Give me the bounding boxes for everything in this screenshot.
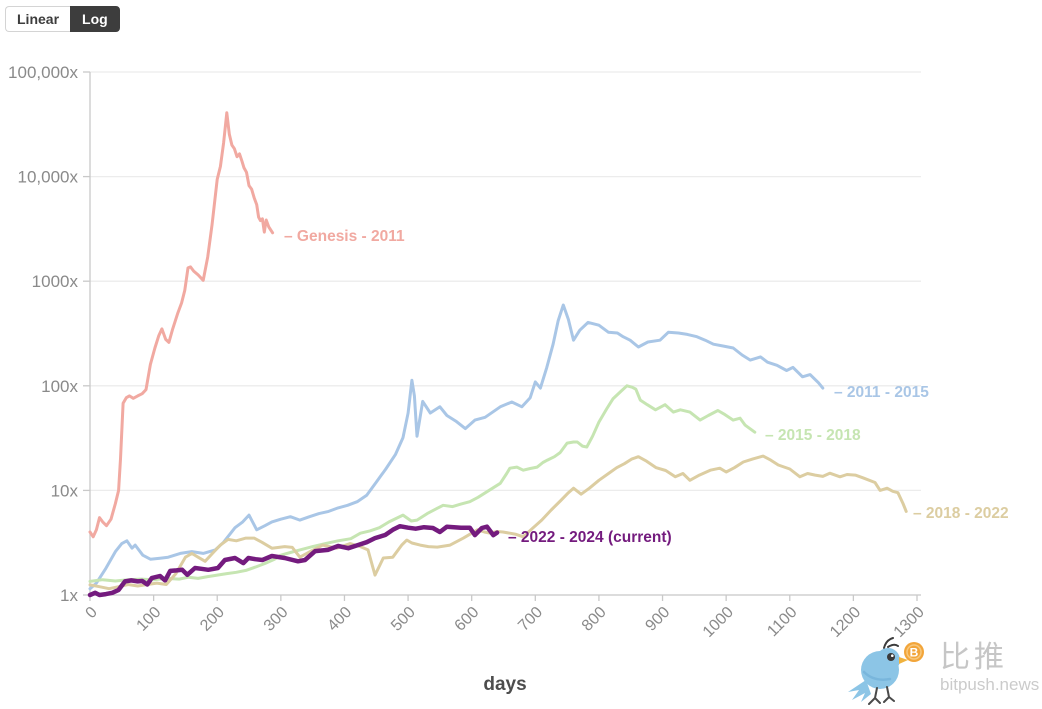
x-tick-label: 500 bbox=[388, 604, 419, 635]
y-tick-label: 100,000x bbox=[8, 63, 78, 82]
x-tick-label: 0 bbox=[83, 604, 101, 622]
chart-line-2015-2018 bbox=[88, 384, 757, 583]
bitpush-bird-icon: B bbox=[848, 637, 924, 705]
x-axis-title: days bbox=[483, 674, 527, 695]
series-label-2022-2024-current-: – 2022 - 2024 (current) bbox=[508, 529, 672, 546]
x-tick-label: 600 bbox=[452, 604, 483, 635]
series-label-2018-2022: – 2018 - 2022 bbox=[913, 505, 1009, 522]
series-label-genesis-2011: – Genesis - 2011 bbox=[284, 228, 405, 245]
y-tick-label: 10,000x bbox=[18, 168, 79, 187]
y-tick-label: 1000x bbox=[32, 272, 79, 291]
series-label-2015-2018: – 2015 - 2018 bbox=[765, 427, 861, 444]
bitpush-watermark: B 比推 bitpush.news bbox=[846, 636, 1042, 706]
x-tick-label: 200 bbox=[197, 604, 228, 635]
chart-line-genesis-2011 bbox=[88, 111, 275, 539]
svg-text:B: B bbox=[910, 646, 919, 660]
chart-line-2018-2022 bbox=[88, 454, 908, 591]
linear-button[interactable]: Linear bbox=[5, 6, 71, 32]
x-tick-label: 300 bbox=[261, 604, 292, 635]
x-tick-label: 1000 bbox=[700, 604, 737, 641]
x-tick-label: 100 bbox=[134, 604, 165, 635]
chart-line-2011-2015 bbox=[88, 303, 825, 591]
bitpush-watermark-text: 比推 bitpush.news bbox=[940, 642, 1039, 696]
bitpush-cjk-label: 比推 bbox=[940, 641, 1008, 674]
x-tick-label: 1100 bbox=[764, 604, 800, 640]
x-tick-label: 900 bbox=[642, 604, 673, 635]
log-button[interactable]: Log bbox=[70, 6, 120, 32]
bitpush-domain-label: bitpush.news bbox=[940, 675, 1040, 694]
scale-toggle: Linear Log bbox=[5, 6, 120, 32]
x-tick-label: 400 bbox=[324, 604, 355, 635]
y-tick-label: 1x bbox=[60, 586, 78, 605]
chart-line-2022-2024-current- bbox=[87, 523, 500, 598]
x-tick-label: 700 bbox=[515, 604, 546, 635]
y-tick-label: 100x bbox=[41, 377, 78, 396]
y-tick-label: 10x bbox=[51, 481, 79, 500]
x-tick-label: 800 bbox=[579, 604, 610, 635]
series-label-2011-2015: – 2011 - 2015 bbox=[834, 384, 929, 401]
